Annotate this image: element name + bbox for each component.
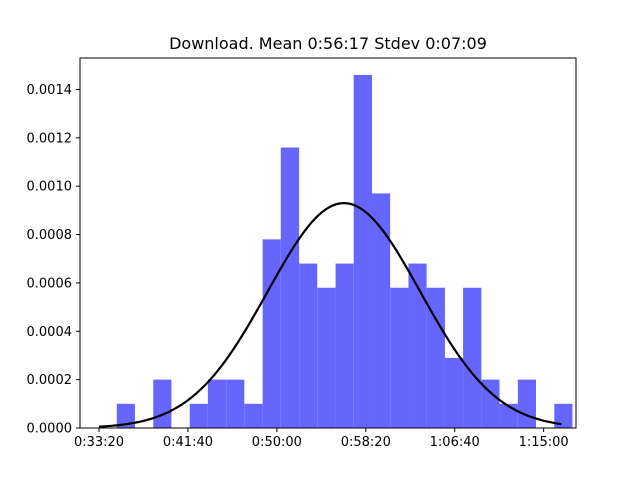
y-tick-label: 0.0008 [27,228,73,243]
histogram-bars [116,74,573,429]
histogram-bar [481,379,500,428]
y-tick-label: 0.0014 [27,83,73,98]
histogram-bar [207,379,227,428]
histogram-bar [335,263,354,428]
y-tick-label: 0.0004 [27,325,73,340]
chart-title: Download. Mean 0:56:17 Stdev 0:07:09 [169,34,487,53]
histogram-bar [408,263,427,428]
histogram-bar [299,263,318,428]
histogram-bar [244,403,263,428]
y-tick-label: 0.0006 [27,276,73,291]
x-axis: 0:33:20 0:41:40 0:50:00 0:58:20 1:06:40 1:15:… [74,428,569,450]
x-tick-label: 1:06:40 [430,435,480,450]
histogram-bar [426,287,445,428]
histogram-bar [153,379,172,428]
normal-fit-curve [98,202,562,428]
y-tick-label: 0.0012 [27,131,73,146]
plot-frame [79,57,577,429]
histogram-bar [444,357,464,428]
histogram-bar [390,287,409,428]
y-tick-label: 0.0002 [27,373,73,388]
histogram-bar [116,403,135,428]
histogram-bar [317,287,336,428]
histogram-bar [372,193,391,428]
x-tick-label: 0:41:40 [163,435,213,450]
x-tick-label: 0:33:20 [74,435,124,450]
x-tick-label: 1:15:00 [519,435,569,450]
histogram-bar [189,403,208,428]
histogram-bar [226,379,245,428]
y-axis: 0.0000 0.0002 0.0004 0.0006 0.0008 0.0010 0.00… [27,83,80,437]
y-tick-label: 0.0010 [27,180,73,195]
x-tick-label: 0:58:20 [341,435,391,450]
histogram-bar [353,74,373,429]
histogram-bar [262,239,281,428]
histogram-bar [280,147,300,429]
histogram-bar [463,287,482,428]
histogram-bar [517,379,536,428]
y-tick-label: 0.0000 [27,422,73,437]
x-tick-label: 0:50:00 [252,435,302,450]
histogram-bar [554,403,573,428]
